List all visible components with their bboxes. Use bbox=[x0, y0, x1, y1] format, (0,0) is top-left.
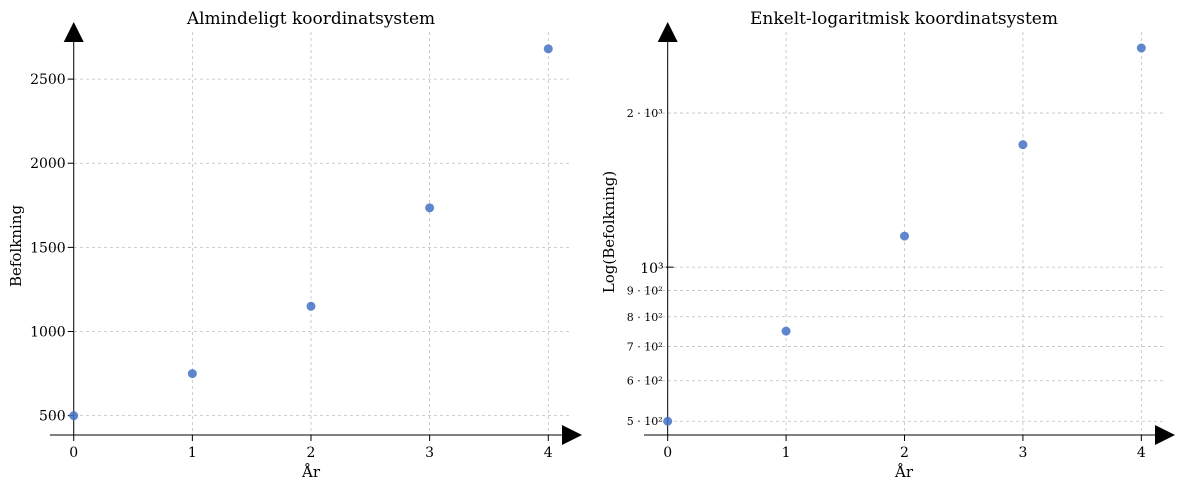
x-tick-label: 1 bbox=[782, 445, 791, 461]
x-tick-label: 0 bbox=[663, 445, 672, 461]
y-tick-label-minor: 9 · 10² bbox=[627, 285, 663, 298]
x-tick-label: 2 bbox=[307, 445, 316, 461]
grid-lines bbox=[644, 32, 1165, 435]
x-tick-label: 2 bbox=[900, 445, 909, 461]
grid-lines bbox=[50, 32, 572, 435]
y-axis-arrow bbox=[657, 22, 678, 42]
data-point bbox=[1136, 43, 1146, 53]
x-tick-label: 4 bbox=[1137, 445, 1146, 461]
y-tick-label-minor: 5 · 10² bbox=[627, 415, 663, 428]
data-point bbox=[543, 44, 553, 54]
x-axis-arrow bbox=[1155, 425, 1175, 445]
x-tick-label: 4 bbox=[544, 445, 553, 461]
y-tick-label-minor: 6 · 10² bbox=[627, 375, 663, 388]
data-point bbox=[187, 369, 197, 379]
y-tick-label-minor: 2 · 10³ bbox=[627, 107, 663, 120]
y-axis-arrow bbox=[63, 22, 84, 42]
y-tick-label: 2000 bbox=[30, 156, 66, 172]
data-point bbox=[900, 231, 909, 241]
log-chart-ylabel: Log(Befolkning) bbox=[600, 171, 618, 293]
x-tick-label: 3 bbox=[1018, 445, 1027, 461]
y-tick-label: 2500 bbox=[30, 72, 66, 88]
y-tick-label: 500 bbox=[39, 409, 66, 425]
linear-chart-xlabel: År bbox=[301, 463, 321, 481]
x-tick-label: 0 bbox=[69, 445, 78, 461]
data-point bbox=[1018, 140, 1028, 150]
data-point bbox=[781, 326, 791, 336]
y-tick-label-major: 10³ bbox=[640, 261, 663, 277]
y-tick-label: 1000 bbox=[30, 325, 66, 341]
data-point bbox=[306, 301, 316, 311]
log-chart-title: Enkelt-logaritmisk koordinatsystem bbox=[750, 9, 1058, 29]
y-tick-label: 1500 bbox=[30, 240, 66, 256]
y-tick-label-minor: 7 · 10² bbox=[627, 340, 663, 353]
data-point bbox=[663, 416, 673, 426]
log-chart-panel: Enkelt-logaritmisk koordinatsystem År Lo… bbox=[600, 9, 1175, 481]
linear-chart-title: Almindeligt koordinatsystem bbox=[186, 9, 435, 29]
data-point bbox=[425, 203, 435, 213]
linear-chart-panel: Almindeligt koordinatsystem År Befolknin… bbox=[7, 9, 582, 481]
x-tick-label: 3 bbox=[425, 445, 434, 461]
data-point bbox=[69, 411, 79, 421]
x-axis-arrow bbox=[562, 425, 582, 445]
log-chart-xlabel: År bbox=[894, 463, 914, 481]
x-tick-label: 1 bbox=[188, 445, 197, 461]
y-tick-label-minor: 8 · 10² bbox=[627, 311, 663, 324]
linear-chart-ylabel: Befolkning bbox=[7, 205, 25, 287]
